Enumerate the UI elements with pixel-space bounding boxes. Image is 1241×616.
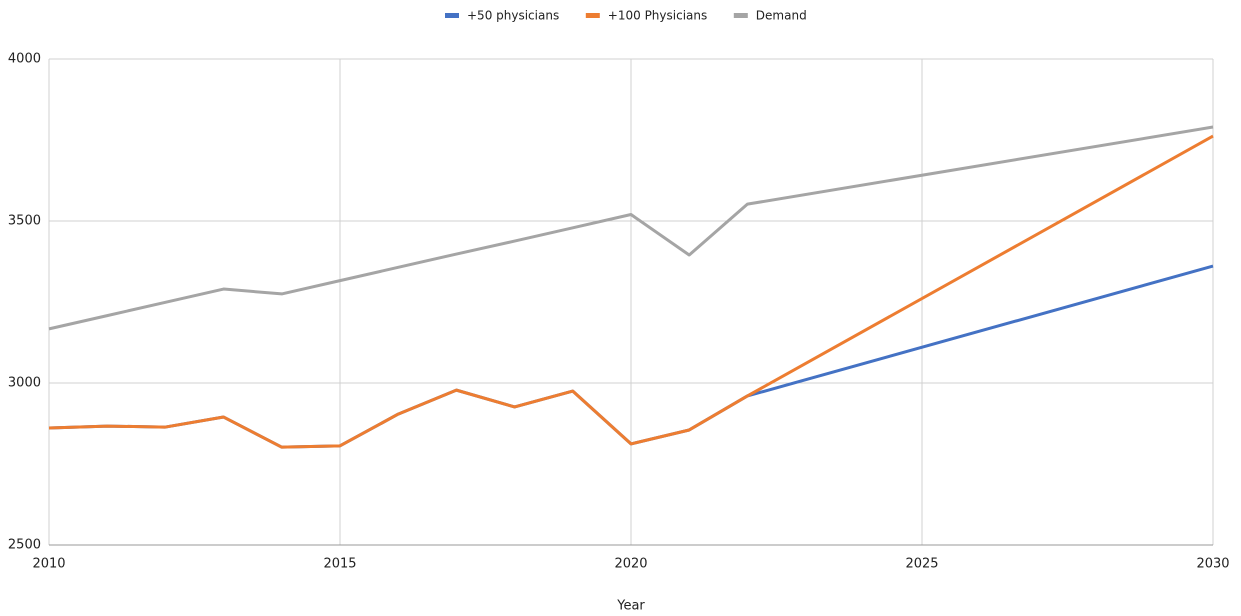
x-tick-label: 2020 bbox=[614, 557, 647, 572]
x-tick-label: 2015 bbox=[323, 557, 356, 572]
x-tick-label: 2030 bbox=[1196, 557, 1229, 572]
x-axis-label: Year bbox=[616, 599, 645, 614]
y-tick-label: 3500 bbox=[8, 214, 41, 229]
y-tick-label: 3000 bbox=[8, 376, 41, 391]
x-tick-label: 2010 bbox=[32, 557, 65, 572]
legend-swatch bbox=[445, 13, 459, 18]
y-tick-label: 2500 bbox=[8, 538, 41, 553]
series-line bbox=[48, 134, 1214, 449]
x-tick-label: 2025 bbox=[905, 557, 938, 572]
series-line bbox=[48, 125, 1214, 331]
legend-swatch bbox=[733, 13, 748, 18]
legend-label: +100 Physicians bbox=[608, 9, 707, 23]
legend-label: Demand bbox=[756, 9, 807, 23]
y-tick-label: 4000 bbox=[8, 52, 41, 67]
legend-label: +50 physicians bbox=[467, 9, 559, 23]
legend-swatch bbox=[585, 13, 600, 18]
